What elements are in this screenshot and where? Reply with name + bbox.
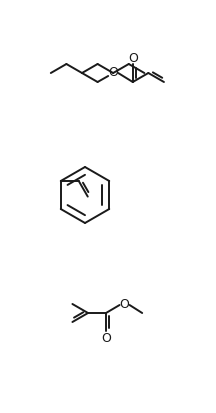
Text: O: O [128,52,138,64]
Text: O: O [120,297,130,311]
Text: O: O [101,332,111,344]
Text: O: O [108,66,118,79]
